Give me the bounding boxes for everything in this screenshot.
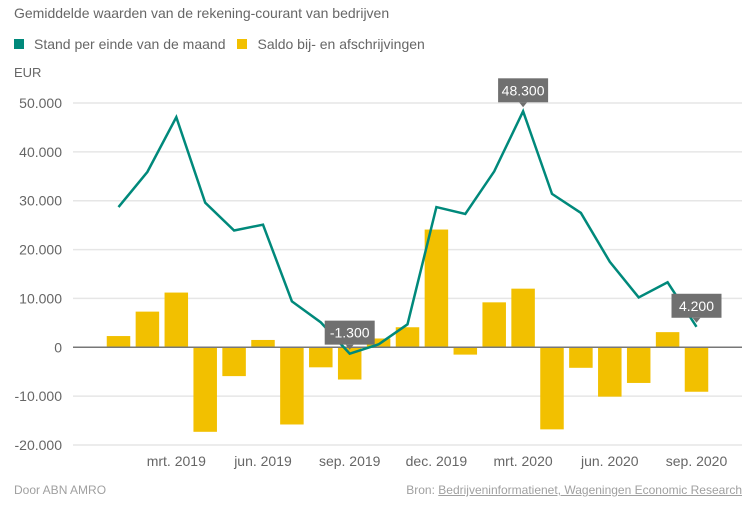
line-series (113, 108, 698, 356)
line-point[interactable] (459, 208, 471, 220)
legend-label-stand: Stand per einde van de maand (34, 36, 226, 52)
callout-box (324, 320, 375, 345)
line-point[interactable] (402, 318, 414, 330)
y-tick-label: 0 (54, 339, 62, 355)
x-tick-label: jun. 2020 (580, 453, 639, 469)
line-point[interactable] (633, 291, 645, 303)
value-callout: 4.200 (671, 293, 722, 323)
x-tick-label: sep. 2019 (319, 453, 381, 469)
legend: Stand per einde van de maand Saldo bij- … (14, 36, 437, 52)
callout-label: -1.300 (330, 325, 370, 341)
legend-swatch-line (14, 39, 24, 49)
line-point[interactable] (113, 201, 125, 213)
line-point[interactable] (170, 111, 182, 123)
y-tick-label: -10.000 (15, 388, 63, 404)
line-point[interactable] (199, 197, 211, 209)
chart-title: Gemiddelde waarden van de rekening-coura… (14, 5, 390, 21)
y-tick-label: 50.000 (19, 95, 62, 111)
gridlines (73, 102, 742, 446)
line-point[interactable] (488, 165, 500, 177)
line-point[interactable] (604, 256, 616, 268)
source-text: Bron: Bedrijveninformatienet, Wageningen… (406, 483, 742, 497)
legend-item-stand[interactable]: Stand per einde van de maand (14, 36, 225, 52)
line-point[interactable] (228, 225, 240, 237)
bar[interactable] (337, 347, 362, 380)
bar[interactable] (424, 229, 449, 348)
callout-pointer (519, 102, 528, 108)
bar[interactable] (626, 347, 651, 383)
bar[interactable] (540, 347, 564, 430)
bar[interactable] (453, 347, 478, 355)
legend-swatch-bar (237, 39, 248, 49)
y-axis-ticks: 50.000 40.000 30.000 20.000 10.000 0 -10.000 -2… (15, 95, 63, 453)
line-path (117, 108, 698, 356)
legend-label-saldo: Saldo bij- en afschrijvingen (257, 36, 425, 52)
bar[interactable] (222, 347, 246, 377)
y-tick-label: -20.000 (15, 437, 63, 453)
value-callout: -1.300 (324, 320, 375, 350)
line-point[interactable] (141, 166, 153, 178)
line-point[interactable] (286, 295, 298, 307)
bar[interactable] (309, 347, 333, 368)
y-axis-unit: EUR (14, 65, 42, 80)
bar[interactable] (684, 347, 709, 392)
callout-box (671, 293, 722, 318)
line-point[interactable] (430, 201, 442, 213)
bar[interactable] (164, 292, 189, 348)
line-point[interactable] (257, 219, 269, 231)
y-tick-label: 30.000 (19, 193, 62, 209)
callout-label: 4.200 (679, 298, 714, 314)
line-point[interactable] (575, 207, 587, 219)
x-axis-ticks: mrt. 2019 jun. 2019 sep. 2019 dec. 2019 mrt.… (147, 453, 728, 469)
y-tick-label: 10.000 (19, 290, 62, 306)
bar[interactable] (395, 327, 420, 348)
x-tick-label: jun. 2019 (233, 453, 292, 469)
value-callout: 48.300 (498, 78, 549, 108)
bar[interactable] (482, 302, 506, 348)
x-tick-label: mrt. 2019 (147, 453, 206, 469)
bar[interactable] (135, 311, 160, 348)
bar[interactable] (106, 336, 131, 348)
y-tick-label: 20.000 (19, 242, 62, 258)
annotations: -1.300 48.300 4.200 (324, 78, 722, 350)
x-tick-label: sep. 2020 (666, 453, 728, 469)
source-link[interactable]: Bedrijveninformatienet, Wageningen Econo… (438, 483, 742, 497)
callout-box (498, 78, 549, 103)
bar[interactable] (598, 347, 622, 397)
callout-pointer (692, 317, 701, 323)
line-point[interactable] (662, 276, 674, 288)
bar[interactable] (569, 347, 593, 368)
source-prefix: Bron: (406, 483, 435, 497)
credit-text: Door ABN AMRO (14, 483, 107, 497)
x-tick-label: dec. 2019 (406, 453, 468, 469)
bar[interactable] (193, 347, 217, 432)
callout-label: 48.300 (502, 82, 545, 98)
callout-pointer (345, 344, 354, 350)
bar[interactable] (655, 332, 680, 348)
bar[interactable] (511, 288, 535, 348)
x-tick-label: mrt. 2020 (494, 453, 553, 469)
y-tick-label: 40.000 (19, 144, 62, 160)
legend-item-saldo[interactable]: Saldo bij- en afschrijvingen (237, 36, 425, 52)
bar[interactable] (251, 339, 275, 348)
bar[interactable] (280, 347, 304, 425)
line-point[interactable] (546, 188, 558, 200)
bar-series (106, 229, 709, 432)
